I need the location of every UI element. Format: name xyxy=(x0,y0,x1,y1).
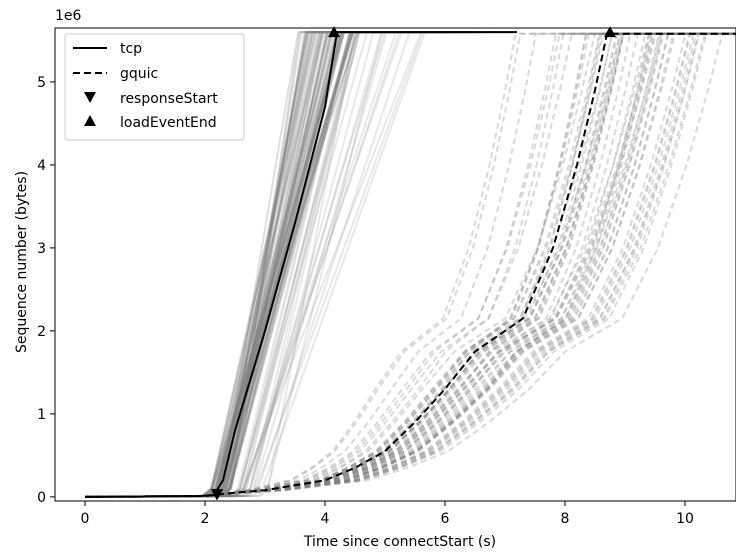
gquic-run-line xyxy=(84,32,736,498)
y-axis-offset-label: 1e6 xyxy=(55,8,82,24)
gquic-series-line xyxy=(84,32,736,498)
x-tick-label: 10 xyxy=(676,511,694,527)
gquic-run-line xyxy=(84,32,736,498)
gquic-run-line xyxy=(84,32,736,498)
gquic-run-line xyxy=(84,32,736,498)
gquic-run-line xyxy=(84,32,736,498)
gquic-run-line xyxy=(84,32,736,498)
gquic-run-line xyxy=(84,32,736,498)
y-tick-label: 4 xyxy=(37,158,46,174)
gquic-responsestart-marker xyxy=(211,489,223,501)
gquic-run-line xyxy=(84,32,736,498)
gquic-run-line xyxy=(84,32,736,498)
gquic-run-line xyxy=(84,32,736,498)
x-tick-label: 8 xyxy=(561,511,570,527)
legend-box xyxy=(64,33,245,141)
x-axis-label: Time since connectStart (s) xyxy=(303,534,496,550)
gquic-run-line xyxy=(84,32,736,498)
legend-tcp-label: tcp xyxy=(120,41,142,57)
gquic-run-line xyxy=(84,32,736,498)
tcp-loadeventend-marker xyxy=(328,26,340,38)
legend: tcp gquic responseStart loadEventEnd xyxy=(64,33,245,141)
legend-gquic-label: gquic xyxy=(120,66,158,82)
y-axis-ticks: 0 1 2 3 4 5 xyxy=(37,75,55,506)
gquic-run-line xyxy=(84,32,736,498)
gquic-run-line xyxy=(84,32,736,498)
gquic-run-line xyxy=(84,32,736,498)
gquic-run-line xyxy=(84,32,736,498)
gquic-run-line xyxy=(84,32,736,498)
gquic-run-line xyxy=(84,32,736,498)
gquic-run-line xyxy=(84,32,736,498)
event-markers xyxy=(211,26,616,501)
gquic-run-line xyxy=(84,32,736,498)
gquic-run-line xyxy=(84,32,736,498)
gquic-run-line xyxy=(84,32,736,498)
legend-responsestart-marker xyxy=(84,92,96,103)
gquic-run-line xyxy=(84,32,736,498)
gquic-run-line xyxy=(84,32,736,498)
gquic-run-line xyxy=(84,32,736,498)
gquic-run-line xyxy=(84,32,736,498)
y-tick-label: 1 xyxy=(37,407,46,423)
gquic-run-line xyxy=(84,32,664,498)
gquic-run-line xyxy=(84,32,736,498)
y-tick-label: 0 xyxy=(37,490,46,506)
gquic-run-line xyxy=(84,32,736,498)
gquic-run-line xyxy=(84,32,736,498)
legend-loadeventend-marker xyxy=(84,115,96,126)
y-tick-label: 5 xyxy=(37,75,46,91)
x-tick-label: 6 xyxy=(441,511,450,527)
gquic-run-line xyxy=(84,32,736,498)
x-axis-ticks: 0 2 4 6 8 10 xyxy=(81,501,694,527)
gquic-run-line xyxy=(84,32,713,498)
y-tick-label: 2 xyxy=(37,324,46,340)
x-tick-label: 0 xyxy=(81,511,90,527)
gquic-run-line xyxy=(84,32,694,498)
gquic-run-line xyxy=(84,32,736,498)
gquic-run-line xyxy=(84,32,736,498)
y-axis-label: Sequence number (bytes) xyxy=(14,171,30,353)
gquic-run-line xyxy=(84,32,736,498)
highlighted-series xyxy=(84,31,736,498)
gquic-run-line xyxy=(84,32,736,498)
gquic-run-line xyxy=(84,32,690,498)
gquic-run-line xyxy=(84,32,736,498)
gquic-run-line xyxy=(84,32,644,498)
legend-responsestart-label: responseStart xyxy=(120,91,218,107)
gquic-run-line xyxy=(84,32,736,498)
gquic-loadeventend-marker xyxy=(604,26,616,38)
gquic-run-line xyxy=(84,32,736,498)
y-tick-label: 3 xyxy=(37,241,46,257)
gquic-run-line xyxy=(84,32,679,498)
legend-loadeventend-label: loadEventEnd xyxy=(120,115,217,131)
gquic-run-line xyxy=(84,32,736,498)
gquic-run-line xyxy=(84,32,736,498)
x-tick-label: 2 xyxy=(201,511,210,527)
plot-frame xyxy=(54,27,736,502)
x-tick-label: 4 xyxy=(321,511,330,527)
gquic-run-line xyxy=(84,32,736,498)
